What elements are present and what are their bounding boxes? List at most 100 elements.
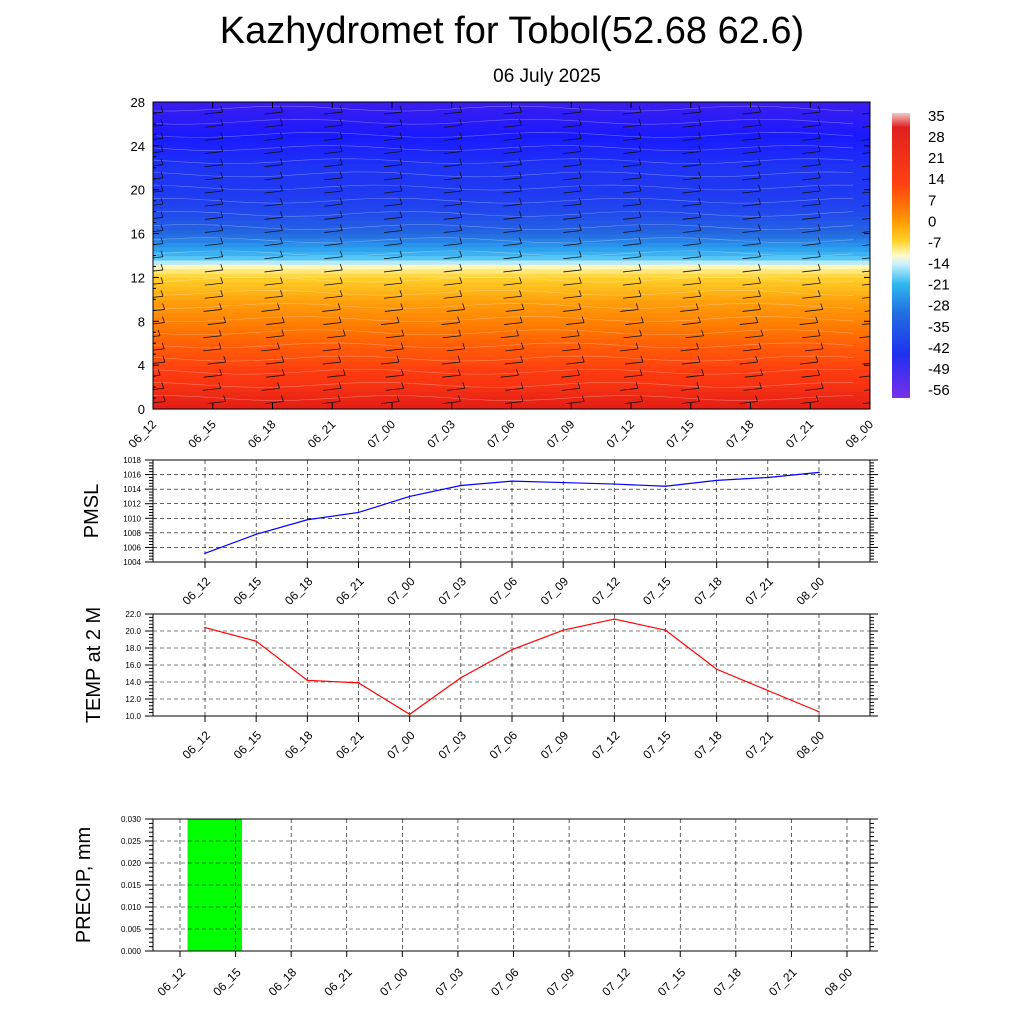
wind-barb-flag <box>160 224 164 231</box>
wind-barb-flag <box>758 263 761 271</box>
wind-barb-flag <box>519 184 522 192</box>
wind-barb-flag <box>698 276 702 284</box>
wind-barb-flag <box>162 355 166 363</box>
wind-barb <box>204 269 223 273</box>
contour-line <box>153 250 854 257</box>
heatmap-band <box>153 145 870 151</box>
wind-barb-flag <box>220 132 224 139</box>
wind-barb-flag <box>220 237 224 244</box>
wind-barb-flag <box>396 395 400 402</box>
wind-barb-flag <box>815 355 819 363</box>
wind-barb <box>682 177 701 181</box>
wind-barb-flag <box>280 237 283 244</box>
wind-barb-flag <box>519 290 522 297</box>
wind-barb <box>563 216 582 220</box>
wind-barb <box>503 230 522 233</box>
wind-barb-flag <box>758 224 761 231</box>
wind-barb <box>153 322 165 325</box>
wind-barb-flag <box>817 369 820 376</box>
wind-barb <box>153 269 164 272</box>
wind-barb-flag <box>160 171 164 178</box>
wind-barb-flag <box>339 119 343 126</box>
wind-barb-flag <box>281 369 285 376</box>
wind-barb <box>322 401 341 404</box>
wind-barb <box>682 269 701 273</box>
x-tick-label: 08_00 <box>822 965 856 999</box>
wind-barb <box>563 243 582 247</box>
wind-barb-flag <box>218 329 222 336</box>
wind-barb <box>861 178 870 181</box>
wind-barb-flag <box>459 145 463 152</box>
wind-barb-flag <box>459 250 463 257</box>
wind-barb-flag <box>697 395 700 402</box>
pmsl-point <box>715 479 718 482</box>
wind-barb <box>204 190 223 194</box>
wind-barb-flag <box>578 171 582 178</box>
heatmap-band <box>153 115 870 121</box>
wind-barb <box>503 151 522 154</box>
wind-barb-flag <box>338 316 342 323</box>
wind-barb-flag <box>638 184 642 192</box>
heatmap-contours <box>153 105 854 401</box>
wind-barb-flag <box>160 105 164 113</box>
wind-barb-flag <box>878 159 880 165</box>
wind-barb-flag <box>339 211 343 218</box>
wind-barb <box>324 190 343 194</box>
wind-barb <box>799 361 818 365</box>
wind-barb <box>682 282 701 286</box>
wind-barb-flag <box>878 238 880 244</box>
wind-barb-flag <box>399 198 403 205</box>
wind-barb-flag <box>878 251 880 257</box>
wind-barb <box>681 401 700 404</box>
wind-barb-flag <box>817 276 821 284</box>
x-tick-label: 06_15 <box>231 574 265 608</box>
wind-barb-flag <box>401 369 404 376</box>
wind-barb <box>204 164 223 168</box>
wind-barb <box>682 216 701 220</box>
wind-barb <box>443 295 462 299</box>
wind-barb-flag <box>462 303 466 310</box>
wind-barb <box>504 322 523 325</box>
wind-barb-flag <box>339 263 343 271</box>
y-tick-label: 12 <box>131 270 145 285</box>
x-tick-label: 07_12 <box>589 574 623 608</box>
wind-barb-flag <box>160 250 164 257</box>
wind-barb <box>682 137 701 141</box>
x-tick-label: 07_15 <box>655 965 689 999</box>
wind-barb-flag <box>638 198 642 205</box>
wind-barb-flag <box>760 369 763 376</box>
wind-barb <box>324 177 343 181</box>
wind-barb <box>264 256 283 260</box>
heatmap-band <box>153 128 870 134</box>
wind-barb-flag <box>878 356 880 362</box>
heatmap-band <box>153 132 870 138</box>
y-tick-label: 0.005 <box>121 925 142 934</box>
wind-barb-flag <box>280 250 283 257</box>
heatmap-band <box>153 207 870 213</box>
heatmap-band <box>153 251 870 257</box>
wind-barb <box>680 348 699 352</box>
pmsl-point <box>767 476 769 479</box>
wind-barb <box>203 374 222 378</box>
wind-barb-flag <box>280 158 283 165</box>
wind-barb-flag <box>459 198 463 205</box>
wind-barb <box>324 230 343 233</box>
wind-barb-flag <box>342 329 346 336</box>
wind-barb-flag <box>519 119 522 126</box>
wind-barb <box>443 243 462 247</box>
wind-barb-flag <box>578 224 582 231</box>
wind-barb <box>505 401 524 404</box>
contour-line <box>153 395 854 401</box>
wind-barb <box>625 322 644 325</box>
wind-barb-flag <box>280 105 283 113</box>
wind-barb <box>203 335 222 339</box>
x-tick-label: 06_21 <box>333 574 367 608</box>
x-tick-label: 07_15 <box>640 574 674 608</box>
wind-barb-flag <box>281 329 285 336</box>
wind-barb <box>442 335 461 339</box>
wind-barb <box>442 361 461 365</box>
x-tick-label: 07_09 <box>538 728 572 762</box>
wind-barb-flag <box>519 263 522 271</box>
wind-barb-flag <box>578 105 582 113</box>
wind-barb <box>443 111 462 115</box>
